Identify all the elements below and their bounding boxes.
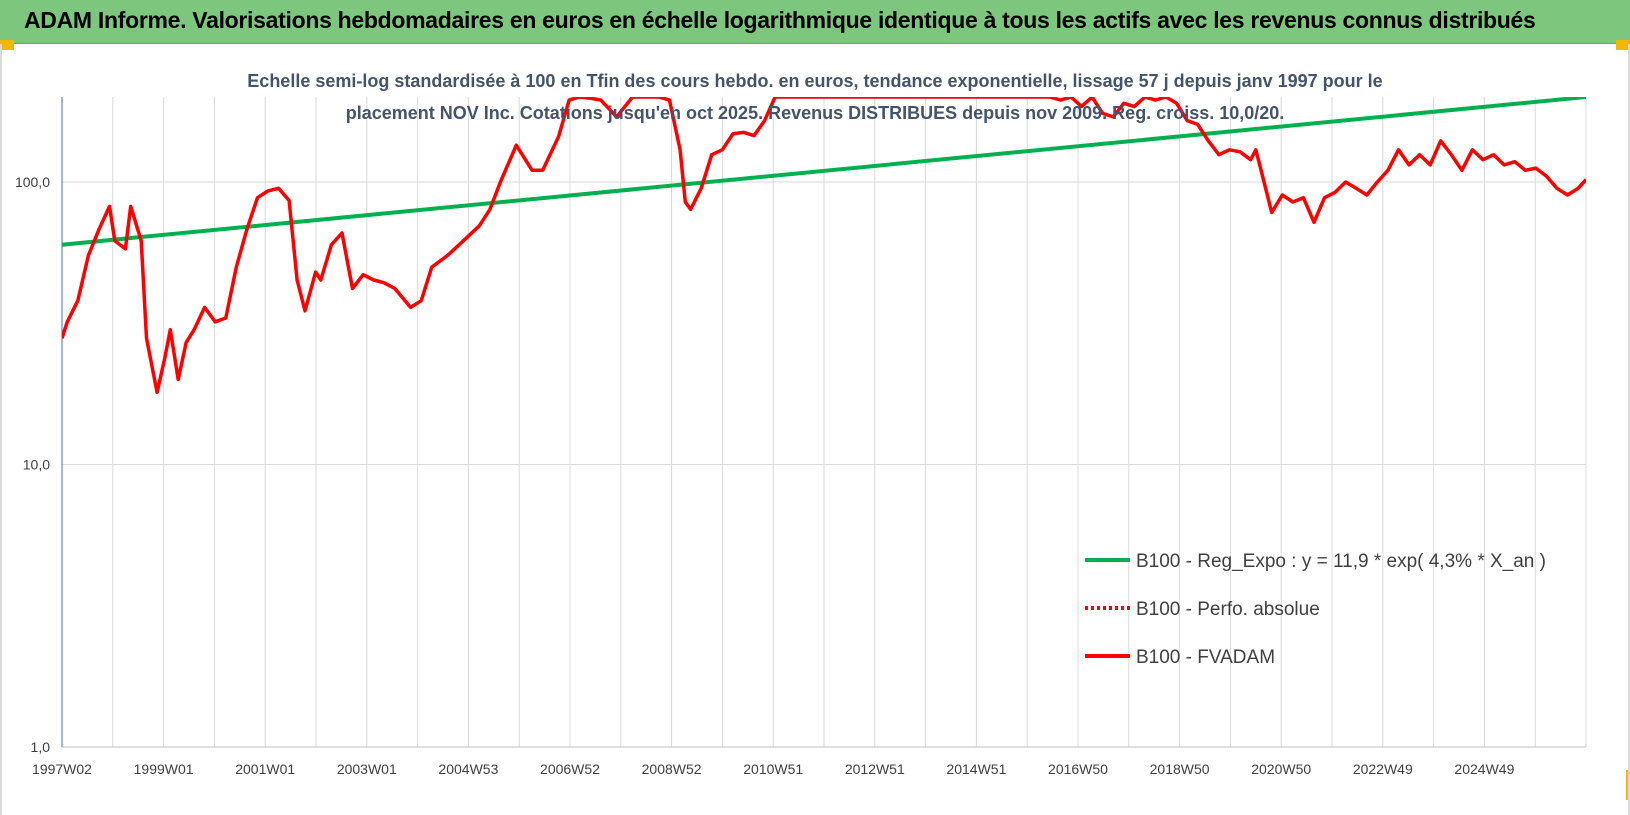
x-tick-label: 2003W01 — [337, 761, 397, 777]
title-banner: ADAM Informe. Valorisations hebdomadaire… — [0, 0, 1630, 44]
legend-label-regression: B100 - Reg_Expo : y = 11,9 * exp( 4,3% *… — [1136, 551, 1546, 572]
axes — [61, 97, 1586, 748]
y-tick-labels: 1,0 10,0 100,0 — [15, 174, 50, 755]
legend-label-fvadam: B100 - FVADAM — [1136, 647, 1275, 668]
legend-label-perfo: B100 - Perfo. absolue — [1136, 599, 1320, 620]
x-tick-label: 2008W52 — [642, 761, 702, 777]
chart-title: Echelle semi-log standardisée à 100 en T… — [247, 71, 1382, 123]
y-tick-label: 1,0 — [31, 739, 51, 755]
x-tick-labels: 1997W02 1999W01 2001W01 2003W01 2004W53 2006W… — [32, 761, 1515, 777]
x-tick-label: 2018W50 — [1150, 761, 1210, 777]
banner-title: ADAM Informe. Valorisations hebdomadaire… — [24, 7, 1536, 33]
x-tick-label: 1997W02 — [32, 761, 92, 777]
chart: 1,0 10,0 100,0 1997W02 1999W01 2001W01 2003W0… — [15, 71, 1587, 777]
x-tick-label: 2012W51 — [845, 761, 905, 777]
y-tick-label: 10,0 — [23, 457, 50, 473]
chart-title-line-1: Echelle semi-log standardisée à 100 en T… — [247, 71, 1382, 91]
series-line-fvadam — [62, 97, 1586, 395]
x-tick-label: 1999W01 — [134, 761, 194, 777]
x-tick-label: 2014W51 — [946, 761, 1006, 777]
series-line-regression — [62, 97, 1586, 247]
legend: B100 - Reg_Expo : y = 11,9 * exp( 4,3% *… — [1085, 551, 1546, 668]
corner-marker — [0, 40, 14, 50]
chart-frame: 1,0 10,0 100,0 1997W02 1999W01 2001W01 2003W0… — [0, 44, 1630, 815]
grid — [62, 97, 1587, 748]
x-tick-label: 2006W52 — [540, 761, 600, 777]
y-tick-label: 100,0 — [15, 174, 50, 190]
x-tick-label: 2022W49 — [1353, 761, 1413, 777]
x-tick-label: 2004W53 — [438, 761, 498, 777]
corner-marker — [1616, 40, 1630, 50]
chart-title-line-2: placement NOV Inc. Cotations jusqu'en oc… — [346, 103, 1285, 123]
series — [62, 97, 1586, 395]
x-tick-label: 2010W51 — [743, 761, 803, 777]
x-tick-label: 2001W01 — [235, 761, 295, 777]
x-tick-label: 2020W50 — [1251, 761, 1311, 777]
x-tick-label: 2024W49 — [1454, 761, 1514, 777]
x-tick-label: 2016W50 — [1048, 761, 1108, 777]
